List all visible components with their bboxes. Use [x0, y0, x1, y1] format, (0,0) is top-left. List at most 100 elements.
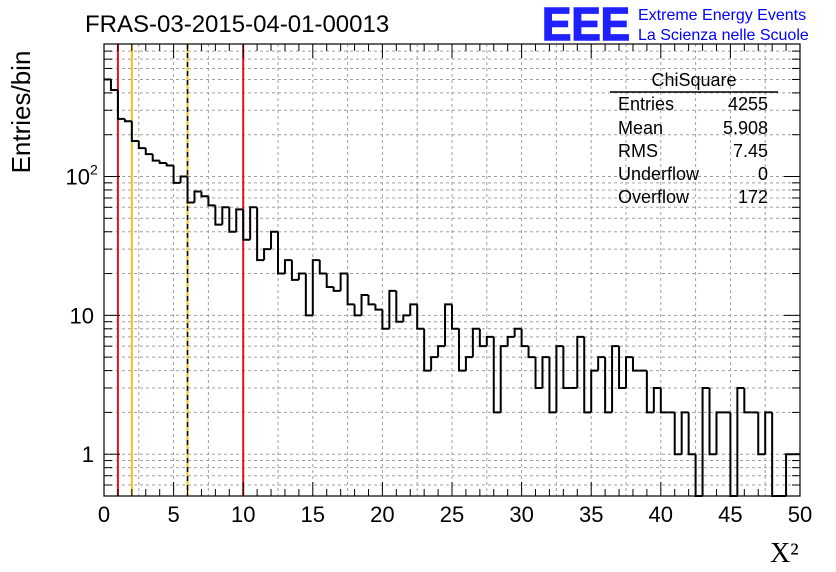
histogram-bin [520, 328, 529, 348]
stats-label-rms: RMS [618, 141, 658, 161]
histogram-bin [471, 327, 480, 358]
histogram-bin [687, 412, 696, 456]
histogram-bin [451, 304, 459, 330]
histogram-bin [235, 208, 244, 232]
histogram-bin [423, 328, 432, 372]
histogram-bin [249, 206, 258, 240]
x-tick-label: 15 [301, 502, 325, 527]
x-tick-label: 5 [167, 502, 179, 527]
logo-line-2: La Scienza nelle Scuole [638, 27, 809, 44]
histogram-bin [597, 356, 606, 371]
histogram-bin [193, 190, 202, 203]
histogram-bin [388, 289, 397, 329]
y-axis-title: Entries/bin [6, 51, 36, 174]
run-title: FRAS-03-2015-04-01-00013 [85, 11, 389, 38]
x-tick-label: 20 [370, 502, 394, 527]
stats-value-entries: 4255 [728, 94, 768, 114]
x-tick-label: 10 [231, 502, 255, 527]
histogram-bin [186, 176, 195, 204]
histogram-bin [346, 273, 355, 306]
histogram-bin [764, 411, 773, 455]
histogram-bin [318, 260, 327, 275]
stats-title: ChiSquare [651, 70, 736, 90]
histogram-bin [708, 387, 717, 456]
histogram-bin [555, 345, 564, 413]
x-tick-label: 30 [509, 502, 533, 527]
histogram-bin [381, 309, 390, 330]
histogram-bin [325, 273, 334, 289]
stats-label-mean: Mean [618, 118, 663, 138]
histogram-bin [464, 356, 473, 371]
histogram-bin [499, 345, 508, 413]
histogram-bin [618, 346, 626, 389]
stats-value-underflow: 0 [758, 164, 768, 184]
histogram-bin [736, 386, 745, 496]
histogram-bin [437, 345, 446, 358]
histogram-bin [374, 304, 383, 311]
histogram-bin [631, 357, 640, 372]
histogram-bin [527, 346, 536, 359]
histogram-bin [353, 304, 362, 317]
histogram-bin [402, 314, 411, 322]
histogram-bin [478, 328, 487, 348]
grid [104, 44, 800, 496]
logo-line-1: Extreme Energy Events [638, 7, 806, 24]
histogram-bin [590, 369, 599, 413]
histogram-bin [304, 273, 313, 317]
histogram-bin [541, 356, 550, 388]
stats-value-overflow: 172 [738, 187, 768, 207]
x-tick-label: 0 [98, 502, 110, 527]
histogram-bin [673, 412, 682, 456]
histogram-bin [242, 209, 251, 241]
histogram-bin [179, 175, 188, 183]
x-tick-labels: 0 5 10 15 20 25 30 35 40 45 50 [98, 502, 812, 527]
histogram-bin [409, 303, 418, 316]
histogram-bin [228, 207, 237, 233]
histogram-bin [200, 191, 209, 198]
histogram-bin [604, 357, 613, 414]
histogram-bin [332, 287, 341, 292]
histogram-bin [457, 328, 466, 372]
x-tick-label: 50 [788, 502, 812, 527]
histogram-bin [311, 259, 320, 316]
x-tick-label: 25 [440, 502, 464, 527]
histogram-bin [283, 259, 292, 274]
x-axis-title: X² [770, 538, 799, 569]
stats-label-overflow: Overflow [618, 187, 690, 207]
histogram-bin [576, 335, 585, 388]
histogram-bin [659, 387, 668, 414]
histogram-bin [743, 387, 752, 414]
histogram-bin [715, 411, 724, 455]
histogram-bin [109, 79, 118, 91]
histogram-bin [137, 141, 146, 150]
histogram-bin [548, 357, 557, 414]
cut-lines [116, 44, 245, 496]
histogram-bin [485, 335, 494, 347]
histogram-bin [207, 196, 216, 207]
axes [103, 43, 801, 497]
histogram-bin [513, 327, 522, 337]
histogram-bin [277, 231, 285, 275]
histogram-bin [625, 356, 633, 388]
histogram-bin [297, 272, 306, 280]
histogram-bin [701, 386, 710, 496]
histogram-bin [645, 370, 654, 414]
stats-label-underflow: Underflow [618, 164, 700, 184]
histogram-bin [256, 207, 265, 262]
stats-box: ChiSquare Entries 4255 Mean 5.908 RMS 7.… [610, 70, 778, 207]
histogram-bin [290, 260, 299, 281]
histogram-bin [395, 290, 404, 323]
histogram-bin [416, 304, 425, 330]
histogram-bin [430, 356, 439, 371]
histogram-bin [492, 336, 501, 414]
histogram-bin [339, 272, 348, 291]
x-tick-label: 45 [718, 502, 742, 527]
eee-logo: EEE Extreme Energy Events La Scienza nel… [541, 0, 809, 51]
y-tick-label: 1 [82, 442, 94, 467]
histogram-bin [611, 345, 620, 413]
y-tick-label: 10 [70, 303, 94, 328]
histogram-bin [221, 206, 230, 225]
eee-logo-text: EEE [542, 0, 630, 50]
y-tick-label-exponent: 2 [90, 161, 98, 177]
